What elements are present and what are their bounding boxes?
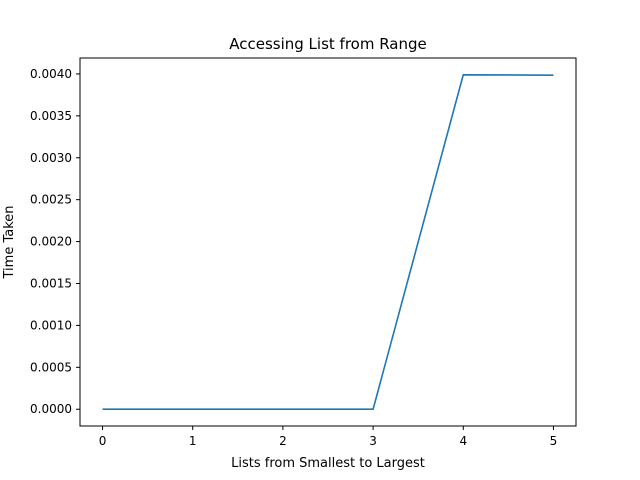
- y-tick-label: 0.0000: [30, 402, 72, 416]
- series-line: [102, 73, 554, 411]
- x-tick-label: 5: [550, 434, 558, 448]
- x-axis-ticks: 0 1 2 3 4 5: [99, 426, 558, 448]
- x-tick-label: 4: [459, 434, 467, 448]
- y-tick-label: 0.0035: [30, 109, 72, 123]
- x-tick-label: 1: [189, 434, 197, 448]
- y-tick-label: 0.0025: [30, 193, 72, 207]
- y-tick-label: 0.0030: [30, 151, 72, 165]
- y-axis-ticks: 0.0000 0.0005 0.0010 0.0015 0.0020 0.0025 0.00…: [30, 67, 80, 416]
- x-tick-label: 0: [99, 434, 107, 448]
- y-axis-label: Time Taken: [2, 205, 17, 279]
- plot-area-frame: [79, 57, 577, 427]
- chart-title: Accessing List from Range: [229, 35, 427, 53]
- y-tick-label: 0.0005: [30, 360, 72, 374]
- x-tick-label: 2: [279, 434, 287, 448]
- y-tick-label: 0.0020: [30, 235, 72, 249]
- y-tick-label: 0.0010: [30, 318, 72, 332]
- x-tick-label: 3: [369, 434, 377, 448]
- x-axis-label: Lists from Smallest to Largest: [231, 456, 425, 471]
- y-tick-label: 0.0015: [30, 276, 72, 290]
- y-tick-label: 0.0040: [30, 67, 72, 81]
